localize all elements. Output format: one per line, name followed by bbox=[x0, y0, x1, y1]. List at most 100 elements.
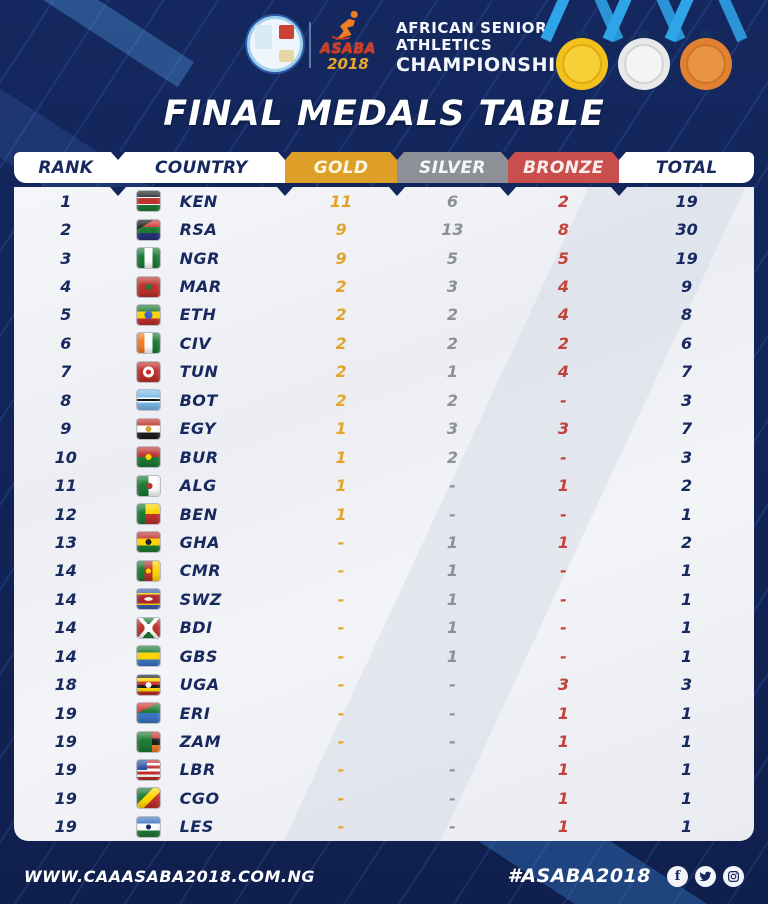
table-row: 14 GBS - 1 - 1 bbox=[14, 642, 754, 670]
logo-word: ASABA bbox=[320, 41, 376, 57]
total-count: 7 bbox=[681, 419, 693, 439]
silver-count: - bbox=[449, 703, 456, 723]
asaba-2018-logo: ASABA 2018 bbox=[317, 10, 379, 73]
gold-count: 2 bbox=[335, 362, 347, 382]
table-row: 7 TUN 2 1 4 7 bbox=[14, 358, 754, 386]
silver-count: - bbox=[449, 504, 456, 524]
flag-swz-icon bbox=[135, 588, 161, 611]
gold-count: - bbox=[337, 732, 345, 752]
page-title: FINAL MEDALS TABLE bbox=[163, 94, 605, 134]
flag-tun-icon bbox=[135, 360, 161, 383]
rank-value: 3 bbox=[60, 248, 72, 268]
silver-count: 2 bbox=[446, 390, 458, 410]
rank-value: 19 bbox=[54, 817, 77, 837]
table-row: 5 ETH 2 2 4 8 bbox=[14, 301, 754, 329]
flag-ben-icon bbox=[135, 503, 161, 526]
column-header-total: TOTAL bbox=[619, 152, 754, 183]
flag-gbs-icon bbox=[135, 645, 161, 668]
table-row: 9 EGY 1 3 3 7 bbox=[14, 415, 754, 443]
country-cell: LBR bbox=[118, 758, 285, 781]
facebook-icon[interactable]: f bbox=[667, 865, 688, 887]
silver-count: 3 bbox=[446, 419, 458, 439]
bronze-count: 4 bbox=[557, 305, 569, 325]
bronze-count: 1 bbox=[557, 476, 569, 496]
column-header-bronze: BRONZE bbox=[507, 152, 620, 183]
table-row: 18 UGA - - 3 3 bbox=[14, 670, 754, 698]
silver-count: - bbox=[449, 476, 456, 496]
country-cell: BUR bbox=[118, 446, 285, 469]
flag-les-icon bbox=[135, 815, 161, 838]
country-cell: CMR bbox=[118, 559, 285, 582]
silver-count: - bbox=[449, 675, 456, 695]
gold-count: - bbox=[337, 675, 345, 695]
gold-count: 1 bbox=[335, 447, 347, 467]
silver-count: 1 bbox=[446, 618, 458, 638]
country-cell: BDI bbox=[118, 616, 285, 639]
total-count: 19 bbox=[675, 191, 698, 211]
table-row: 14 BDI - 1 - 1 bbox=[14, 614, 754, 642]
bronze-count: 1 bbox=[557, 788, 569, 808]
column-header-rank: RANK bbox=[14, 152, 118, 183]
table-row: 6 CIV 2 2 2 6 bbox=[14, 329, 754, 357]
flag-lbr-icon bbox=[135, 758, 161, 781]
total-count: 9 bbox=[681, 277, 693, 297]
instagram-icon[interactable] bbox=[723, 865, 744, 887]
total-count: 3 bbox=[681, 675, 693, 695]
bronze-count: 1 bbox=[557, 817, 569, 837]
rank-value: 19 bbox=[54, 732, 77, 752]
column-header-gold: GOLD bbox=[284, 152, 398, 183]
total-count: 1 bbox=[681, 561, 693, 581]
country-code: BEN bbox=[179, 504, 218, 524]
country-code: RSA bbox=[179, 220, 218, 240]
country-code: CIV bbox=[179, 333, 212, 353]
country-cell: ZAM bbox=[118, 730, 285, 753]
total-count: 1 bbox=[681, 504, 693, 524]
total-count: 3 bbox=[681, 390, 693, 410]
rank-value: 9 bbox=[60, 419, 72, 439]
website-url: WWW.CAAASABA2018.COM.NG bbox=[24, 866, 315, 886]
country-cell: EGY bbox=[118, 417, 285, 440]
rank-value: 19 bbox=[54, 703, 77, 723]
table-row: 13 GHA - 1 1 2 bbox=[14, 528, 754, 556]
total-count: 19 bbox=[675, 248, 698, 268]
silver-count: 2 bbox=[446, 447, 458, 467]
country-code: BUR bbox=[179, 447, 219, 467]
bronze-count: - bbox=[560, 618, 567, 638]
flag-civ-icon bbox=[135, 332, 161, 355]
table-header: RANK COUNTRY GOLD SILVER BRONZE TOTAL bbox=[14, 152, 754, 183]
bronze-count: 2 bbox=[557, 191, 569, 211]
country-code: CMR bbox=[179, 561, 222, 581]
silver-count: 1 bbox=[446, 362, 458, 382]
bronze-count: 1 bbox=[557, 732, 569, 752]
bronze-count: - bbox=[560, 589, 567, 609]
country-code: CGO bbox=[179, 788, 220, 808]
footer-bar: WWW.CAAASABA2018.COM.NG #ASABA2018 f bbox=[0, 848, 768, 904]
twitter-icon[interactable] bbox=[695, 865, 716, 887]
total-count: 1 bbox=[681, 788, 693, 808]
gold-count: 9 bbox=[335, 248, 347, 268]
flag-bot-icon bbox=[135, 389, 161, 412]
brand-divider bbox=[309, 22, 311, 68]
bronze-count: 8 bbox=[557, 220, 569, 240]
country-code: ETH bbox=[179, 305, 217, 325]
gold-count: 2 bbox=[335, 390, 347, 410]
table-row: 11 ALG 1 - 1 2 bbox=[14, 471, 754, 499]
country-code: LBR bbox=[179, 760, 216, 780]
table-row: 19 LES - - 1 1 bbox=[14, 813, 754, 841]
table-row: 3 NGR 9 5 5 19 bbox=[14, 244, 754, 272]
table-row: 10 BUR 1 2 - 3 bbox=[14, 443, 754, 471]
country-cell: NGR bbox=[118, 247, 285, 270]
silver-count: 1 bbox=[446, 589, 458, 609]
country-cell: CIV bbox=[118, 332, 285, 355]
rank-value: 19 bbox=[54, 760, 77, 780]
table-row: 14 SWZ - 1 - 1 bbox=[14, 585, 754, 613]
table-row: 19 CGO - - 1 1 bbox=[14, 784, 754, 812]
gold-count: 11 bbox=[329, 191, 353, 211]
gold-count: 9 bbox=[335, 220, 347, 240]
flag-mar-icon bbox=[135, 275, 161, 298]
country-cell: UGA bbox=[118, 673, 285, 696]
silver-count: 2 bbox=[446, 305, 458, 325]
table-body: 1 KEN 11 6 2 19 2 RSA 9 13 8 30 3 NGR 9 5 5 19 4 MAR 2 3 4 9 5 ET… bbox=[14, 187, 754, 841]
total-count: 8 bbox=[681, 305, 693, 325]
flag-ken-icon bbox=[135, 190, 161, 213]
